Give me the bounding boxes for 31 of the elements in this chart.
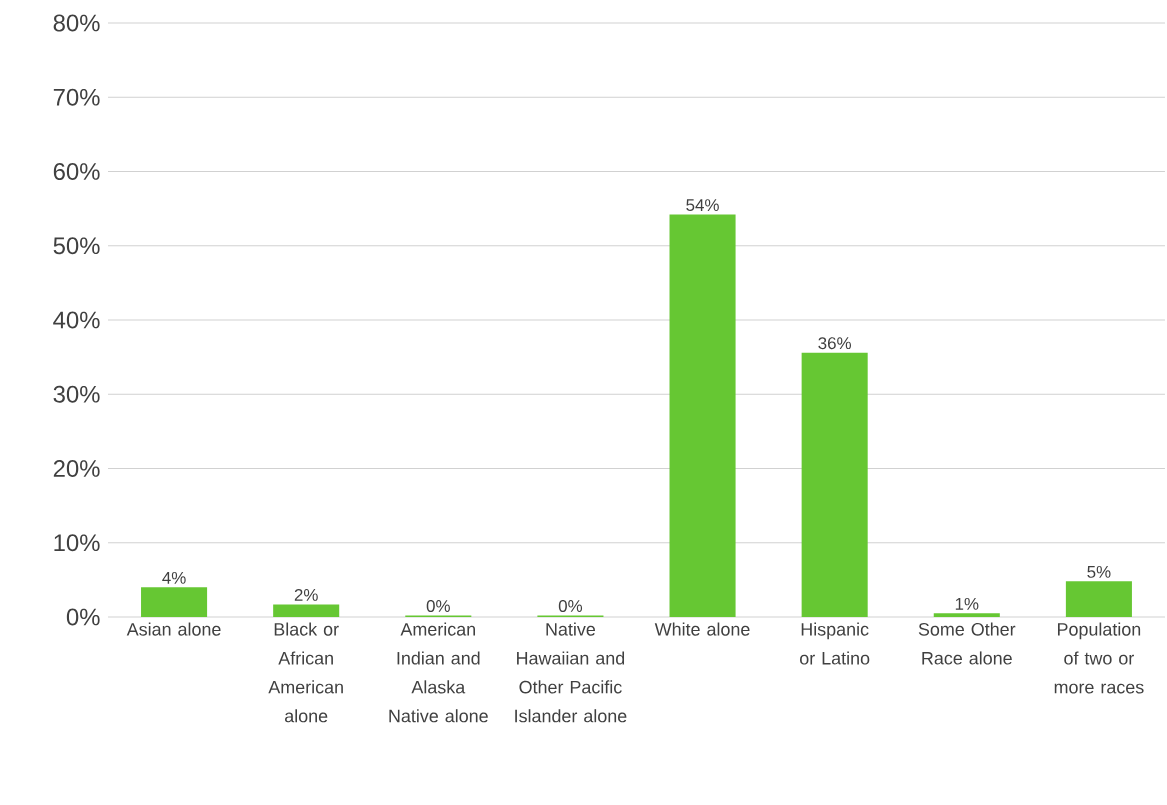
data-label: 2% [294, 588, 318, 601]
y-tick-label: 0% [66, 608, 100, 626]
x-tick-label: Hispanic or Latino [800, 622, 870, 665]
y-tick-label: 60% [53, 163, 100, 180]
data-label: 54% [686, 199, 719, 212]
bar [1065, 581, 1132, 617]
y-tick-label: 10% [54, 534, 100, 552]
x-tick-label: Population of two or more races [1054, 622, 1144, 694]
y-tick-label: 40% [53, 311, 100, 329]
data-label: 36% [818, 337, 851, 350]
bar [669, 214, 736, 617]
x-tick-label: White alone [654, 622, 750, 636]
y-tick-label: 50% [53, 237, 100, 255]
y-tick-label: 80% [53, 14, 100, 32]
bar [801, 352, 868, 617]
data-label: 5% [1087, 565, 1111, 578]
data-label: 0% [558, 600, 583, 612]
x-tick-label: Black or African American alone [268, 622, 343, 723]
x-tick-label: American Indian and Alaska Native alone [389, 622, 488, 723]
data-label: 4% [162, 571, 186, 584]
bar [273, 604, 340, 617]
x-tick-label: Native Hawaiian and Other Pacific Islander alone [515, 622, 627, 723]
y-tick-label: 30% [53, 385, 100, 403]
x-tick-label: Some Other Race alone [918, 622, 1016, 665]
x-tick-label: Asian alone [126, 622, 221, 636]
data-label: 1% [955, 597, 979, 610]
bar [933, 613, 1000, 617]
y-tick-label: 70% [53, 88, 100, 106]
data-label: 0% [426, 600, 450, 612]
bar [141, 587, 208, 617]
y-tick-label: 20% [53, 460, 100, 477]
